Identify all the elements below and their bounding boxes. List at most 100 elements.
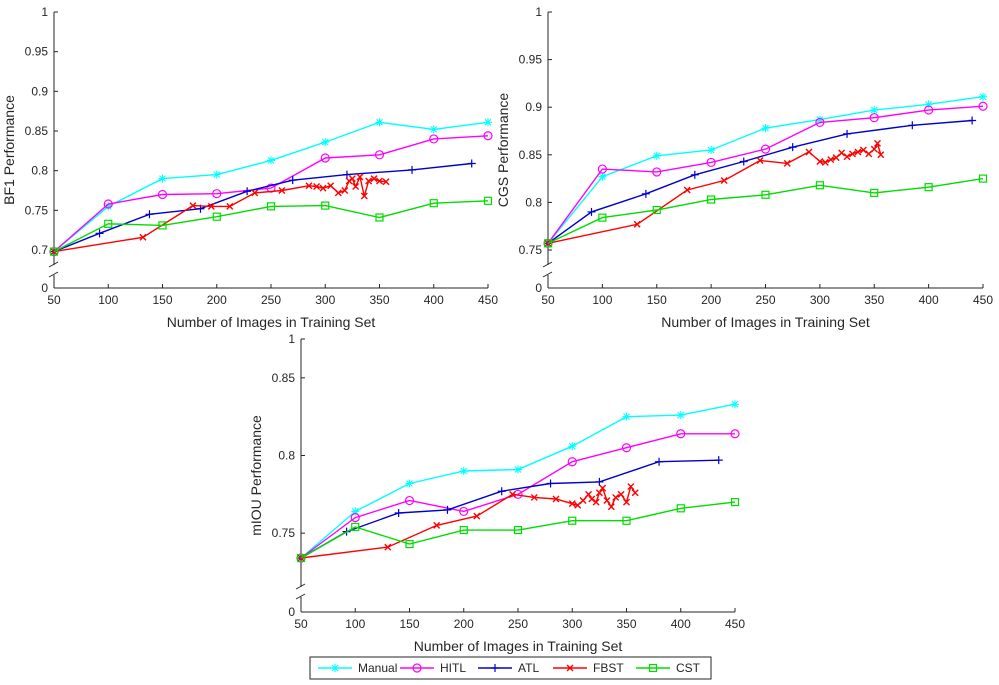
y-tick-label: 0.85 — [272, 371, 296, 385]
marker-asterisk — [212, 170, 221, 179]
y-tick-label: 1 — [535, 5, 542, 19]
marker-x — [251, 189, 259, 197]
y-axis-title: mIOU Performance — [248, 415, 264, 536]
marker-x — [612, 493, 620, 501]
x-tick-label: 450 — [725, 617, 745, 631]
marker-asterisk — [459, 467, 468, 476]
marker-asterisk — [351, 507, 360, 516]
marker-x — [756, 157, 764, 165]
axis-break-icon — [48, 261, 59, 278]
x-tick-label: 400 — [671, 617, 691, 631]
chart-bf1: 50 100 150 200 250 300 350 400 450 0.7 0.75 0.8 0.85… — [1, 5, 498, 330]
marker-plus — [546, 479, 555, 488]
x-tick-label: 400 — [919, 293, 939, 307]
marker-x — [599, 484, 607, 492]
marker-circle — [459, 506, 469, 517]
marker-circle — [412, 663, 422, 673]
marker-square — [622, 516, 631, 525]
marker-square — [158, 221, 167, 230]
marker-plus — [288, 176, 297, 185]
x-tick-label: 350 — [616, 617, 636, 631]
marker-circle — [924, 105, 934, 115]
marker-x — [633, 220, 641, 228]
marker-x — [384, 543, 392, 551]
chart-cgs: 50 100 150 200 250 300 350 400 450 0.75 0.8 0.85 0.9… — [495, 5, 993, 330]
marker-square — [513, 525, 523, 535]
y-tick-label: 0.95 — [25, 45, 49, 59]
legend-item-fbst: FBST — [553, 661, 624, 675]
marker-x — [585, 490, 593, 498]
marker-x — [139, 233, 147, 241]
marker-asterisk — [815, 115, 824, 124]
legend-item-manual: Manual — [318, 661, 397, 675]
marker-circle — [978, 101, 988, 111]
marker-plus — [690, 170, 699, 179]
y-tick-label: 0.9 — [31, 84, 48, 98]
y-tick-label: 0.9 — [525, 100, 542, 114]
series-line-hitl — [300, 433, 735, 559]
legend-label: FBST — [593, 661, 624, 675]
marker-asterisk — [331, 664, 339, 672]
x-tick-label: 350 — [369, 293, 389, 307]
marker-square — [296, 553, 306, 563]
y-tick-label-zero: 0 — [288, 605, 295, 619]
series-manual — [50, 118, 492, 256]
marker-asterisk — [514, 465, 522, 474]
marker-x — [382, 178, 390, 186]
marker-asterisk — [924, 100, 933, 109]
x-tick-label: 250 — [261, 293, 281, 307]
marker-square — [761, 190, 770, 199]
marker-plus — [714, 456, 723, 465]
marker-asterisk — [707, 146, 716, 155]
marker-x — [843, 153, 851, 161]
marker-plus — [655, 457, 664, 466]
marker-square — [543, 239, 553, 248]
axis-break-icon — [542, 261, 553, 278]
marker-asterisk — [731, 400, 739, 409]
marker-circle — [567, 457, 577, 467]
marker-x — [189, 202, 197, 210]
marker-plus — [145, 210, 154, 219]
marker-x — [433, 521, 441, 529]
marker-x — [356, 173, 364, 181]
series-atl — [50, 159, 476, 256]
marker-circle — [760, 144, 771, 154]
legend-item-cst: CST — [636, 661, 701, 675]
marker-x — [530, 493, 538, 501]
x-tick-label: 150 — [647, 293, 667, 307]
y-axis-title: CGS Performance — [495, 93, 511, 208]
marker-asterisk — [321, 138, 330, 147]
series-line-cst — [53, 200, 489, 253]
marker-asterisk — [652, 151, 661, 160]
marker-square — [568, 516, 577, 525]
marker-x — [592, 498, 600, 506]
marker-x — [574, 501, 582, 509]
marker-circle — [483, 131, 493, 141]
y-tick-label-zero: 0 — [535, 281, 542, 295]
y-tick-label: 1 — [41, 5, 48, 19]
marker-plus — [739, 157, 748, 166]
marker-circle — [103, 199, 113, 209]
marker-square — [648, 663, 658, 673]
x-tick-label: 450 — [973, 293, 993, 307]
marker-x — [370, 175, 378, 183]
x-tick-label: 200 — [207, 293, 227, 307]
marker-circle — [869, 113, 879, 123]
marker-square — [924, 183, 933, 192]
marker-x — [568, 500, 576, 508]
marker-x — [627, 483, 635, 491]
x-tick-label: 300 — [562, 617, 582, 631]
marker-plus — [497, 487, 506, 496]
marker-asterisk — [598, 172, 607, 181]
marker-x — [376, 177, 383, 185]
x-tick-label: 200 — [701, 293, 721, 307]
marker-square — [598, 213, 607, 222]
series-hitl — [49, 131, 493, 257]
x-tick-label: 50 — [294, 617, 308, 631]
legend-item-hitl: HITL — [400, 661, 466, 675]
marker-asterisk — [375, 118, 384, 127]
marker-plus — [908, 121, 917, 130]
marker-circle — [676, 429, 686, 439]
y-tick-label-zero: 0 — [41, 281, 48, 295]
marker-x — [607, 503, 615, 511]
